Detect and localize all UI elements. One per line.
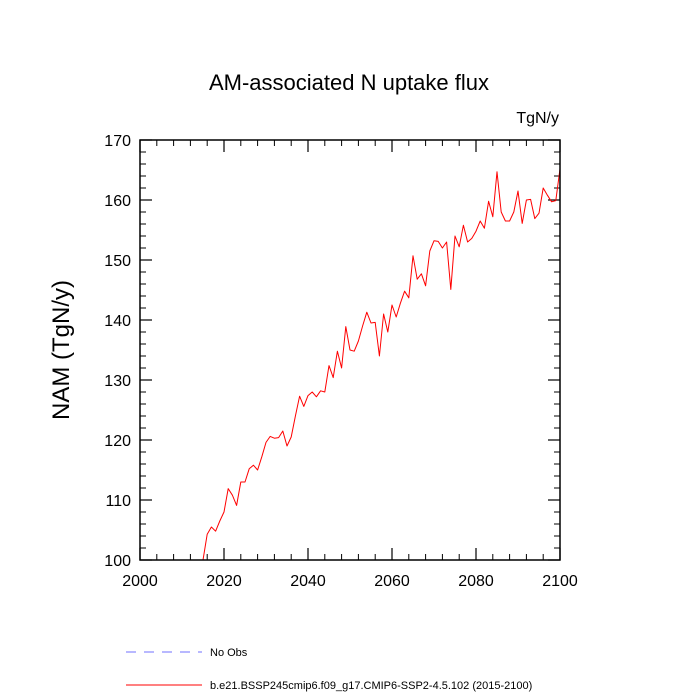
y-axis-label: NAM (TgN/y) [48,280,75,420]
y-tick-label: 170 [104,133,131,150]
units-label: TgN/y [516,110,559,127]
x-tick-label: 2100 [542,573,578,590]
x-tick-label: 2040 [290,573,326,590]
legend-label-no-obs: No Obs [210,647,248,659]
y-tick-label: 130 [104,373,131,390]
y-tick-label: 120 [104,433,131,450]
series-line [202,168,561,561]
x-tick-label: 2080 [458,573,494,590]
x-tick-label: 2000 [122,573,158,590]
plot-frame [139,139,561,561]
x-tick-label: 2060 [374,573,410,590]
y-tick-label: 110 [105,493,131,510]
y-tick-label: 160 [104,193,131,210]
y-tick-label: 150 [104,253,131,270]
x-tick-label: 2020 [206,573,242,590]
y-tick-label: 100 [104,553,131,570]
legend: No Obs b.e21.BSSP245cmip6.f09_g17.CMIP6-… [126,647,532,692]
chart-title: AM-associated N uptake flux [209,70,489,95]
y-tick-label: 140 [104,313,131,330]
legend-label-model: b.e21.BSSP245cmip6.f09_g17.CMIP6-SSP2-4.… [210,680,532,692]
